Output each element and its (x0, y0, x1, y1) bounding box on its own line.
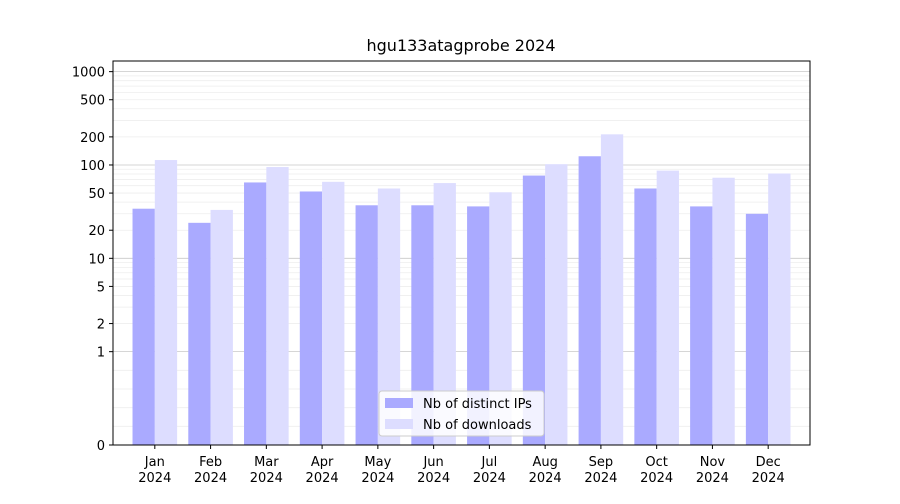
x-tick-label: Nov 2024 (696, 455, 729, 486)
bar-downloads (600, 134, 624, 445)
bar-distinct-ips (690, 206, 713, 445)
x-tick-label: May 2024 (361, 455, 394, 486)
bar-distinct-ips (188, 222, 211, 445)
bar-downloads (154, 160, 178, 446)
x-tick-label: Jun 2024 (417, 455, 450, 486)
bar-downloads (322, 181, 345, 445)
bar-downloads (210, 209, 233, 445)
bar-distinct-ips (745, 213, 769, 445)
bar-distinct-ips (467, 206, 490, 445)
bar-downloads (768, 173, 791, 446)
bar-distinct-ips (244, 182, 267, 445)
bar-distinct-ips (578, 156, 601, 445)
chart-title: hgu133atagprobe 2024 (367, 36, 556, 55)
x-tick-label: Oct 2024 (640, 455, 673, 486)
x-tick-label: Jul 2024 (473, 455, 506, 486)
bar-downloads (377, 188, 401, 445)
bar-distinct-ips (299, 191, 323, 445)
bar-downloads (712, 177, 735, 445)
y-tick-label: 100 (80, 159, 105, 174)
y-tick-label: 1000 (72, 66, 105, 81)
bar-distinct-ips (634, 188, 657, 445)
bar-downloads (656, 170, 679, 445)
bar-downloads (266, 167, 289, 445)
plot-frame (112, 60, 811, 446)
legend-label: Nb of distinct IPs (423, 397, 532, 412)
y-tick-label: 0 (97, 439, 105, 454)
x-tick-label: Jan 2024 (138, 455, 171, 486)
y-tick-label: 1 (97, 346, 105, 361)
x-tick-label: Aug 2024 (529, 455, 562, 486)
bar-distinct-ips (355, 205, 378, 445)
x-tick-label: Mar 2024 (250, 455, 283, 486)
y-tick-label: 2 (97, 318, 105, 333)
legend-box (378, 390, 545, 437)
x-tick-label: Apr 2024 (306, 455, 339, 486)
bar-distinct-ips (411, 205, 434, 445)
legend: Nb of distinct IPs Nb of downloads (378, 390, 545, 437)
y-tick-label: 10 (88, 252, 105, 267)
bar-distinct-ips (132, 208, 155, 445)
x-tick-label: Sep 2024 (584, 455, 617, 486)
y-tick-label: 5 (97, 280, 105, 295)
legend-swatch (385, 419, 413, 429)
x-tick-label: Dec 2024 (752, 455, 785, 486)
bar-distinct-ips (522, 175, 546, 445)
legend-label: Nb of downloads (423, 418, 532, 433)
bar-downloads (545, 164, 568, 445)
y-tick-label: 20 (88, 224, 105, 239)
bar-downloads (489, 192, 512, 445)
legend-swatch (385, 398, 413, 408)
y-tick-label: 50 (88, 187, 105, 202)
y-tick-label: 200 (80, 131, 105, 146)
x-tick-label: Feb 2024 (194, 455, 227, 486)
bar-downloads (433, 183, 456, 446)
y-tick-label: 500 (80, 94, 105, 109)
